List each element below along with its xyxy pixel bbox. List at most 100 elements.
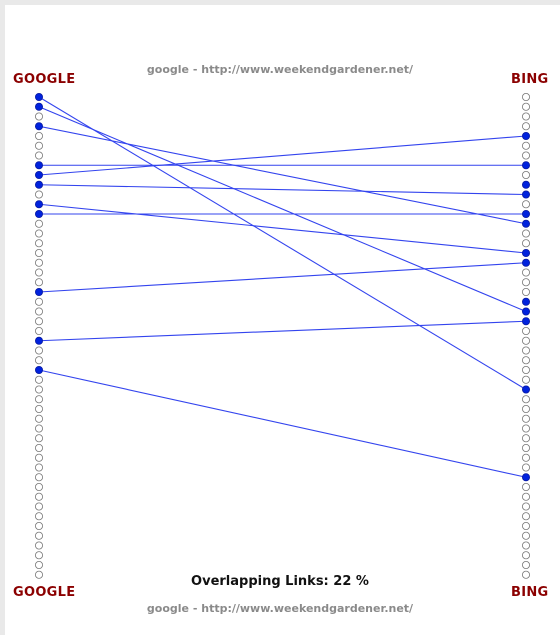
right-result-dot-45 [522,531,531,540]
left-result-dot-38 [35,463,44,472]
left-engine-label-top: GOOGLE [13,72,76,87]
right-result-dot-11 [522,200,531,209]
overlap-summary: Overlapping Links: 22 % [0,574,560,589]
left-result-dot-27 [35,356,44,365]
left-result-dot-22 [35,307,44,316]
right-result-dot-14 [522,229,531,238]
right-result-dot-9 [522,180,531,189]
right-result-dot-47 [522,551,531,560]
right-result-dot-24 [522,326,531,335]
right-result-dot-34 [522,424,531,433]
left-result-dot-47 [35,551,44,560]
right-result-dot-32 [522,404,531,413]
right-result-dot-28 [522,365,531,374]
left-result-dot-33 [35,414,44,423]
right-result-dot-29 [522,375,531,384]
right-result-dot-18 [522,268,531,277]
right-result-dot-22 [522,307,531,316]
link-line-3-13 [38,125,527,225]
right-result-dot-13 [522,219,531,228]
right-result-dot-39 [522,473,531,482]
right-result-dot-12 [522,209,531,218]
right-result-dot-27 [522,356,531,365]
left-result-dot-10 [35,190,44,199]
right-result-dot-37 [522,453,531,462]
diagram-panel [5,5,560,635]
right-engine-label-top: BING [511,72,549,87]
url-caption-bottom: google - http://www.weekendgardener.net/ [146,602,414,615]
right-result-dot-35 [522,434,531,443]
right-result-dot-23 [522,317,531,326]
link-line-1-22 [38,106,527,313]
left-result-dot-8 [35,170,44,179]
right-result-dot-4 [522,131,531,140]
left-result-dot-29 [35,375,44,384]
left-result-dot-7 [35,161,44,170]
right-result-dot-42 [522,502,531,511]
right-result-dot-40 [522,482,531,491]
left-result-dot-45 [35,531,44,540]
left-result-dot-42 [35,502,44,511]
left-engine-label-bottom: GOOGLE [13,585,76,600]
left-result-dot-48 [35,561,44,570]
left-result-dot-35 [35,434,44,443]
left-result-dot-2 [35,112,44,121]
left-result-dot-12 [35,209,44,218]
link-line-9-10 [38,184,527,196]
link-line-11-16 [38,203,527,254]
right-result-dot-21 [522,297,531,306]
left-result-dot-44 [35,522,44,531]
left-result-dot-5 [35,141,44,150]
right-result-dot-31 [522,395,531,404]
right-result-dot-17 [522,258,531,267]
left-result-dot-20 [35,287,44,296]
right-result-dot-46 [522,541,531,550]
right-result-dot-43 [522,512,531,521]
left-result-dot-13 [35,219,44,228]
left-result-dot-46 [35,541,44,550]
link-line-25-23 [38,320,527,342]
right-result-dot-7 [522,161,531,170]
left-result-dot-39 [35,473,44,482]
right-result-dot-1 [522,102,531,111]
left-result-dot-0 [35,93,44,102]
right-result-dot-8 [522,170,531,179]
right-result-dot-25 [522,336,531,345]
right-result-dot-33 [522,414,531,423]
left-result-dot-16 [35,248,44,257]
right-result-dot-20 [522,287,531,296]
right-result-dot-2 [522,112,531,121]
right-engine-label-bottom: BING [511,585,549,600]
left-result-dot-37 [35,453,44,462]
right-result-dot-0 [522,93,531,102]
url-caption-top: google - http://www.weekendgardener.net/ [146,63,414,76]
right-result-dot-41 [522,492,531,501]
left-result-dot-18 [35,268,44,277]
link-line-20-17 [38,262,527,293]
left-result-dot-41 [35,492,44,501]
left-result-dot-40 [35,482,44,491]
left-result-dot-19 [35,278,44,287]
left-result-dot-1 [35,102,44,111]
right-result-dot-44 [522,522,531,531]
right-result-dot-48 [522,561,531,570]
left-result-dot-17 [35,258,44,267]
link-line-0-30 [38,96,527,390]
left-result-dot-36 [35,443,44,452]
left-result-dot-15 [35,239,44,248]
link-line-8-4 [38,135,527,176]
left-result-dot-3 [35,122,44,131]
right-result-dot-38 [522,463,531,472]
overlap-value: 22 % [333,574,369,589]
left-result-dot-28 [35,365,44,374]
left-result-dot-30 [35,385,44,394]
right-result-dot-36 [522,443,531,452]
left-result-dot-49 [35,570,44,579]
left-result-dot-14 [35,229,44,238]
overlap-label: Overlapping Links: [191,574,329,589]
left-result-dot-43 [35,512,44,521]
left-result-dot-6 [35,151,44,160]
right-result-dot-19 [522,278,531,287]
right-result-dot-6 [522,151,531,160]
